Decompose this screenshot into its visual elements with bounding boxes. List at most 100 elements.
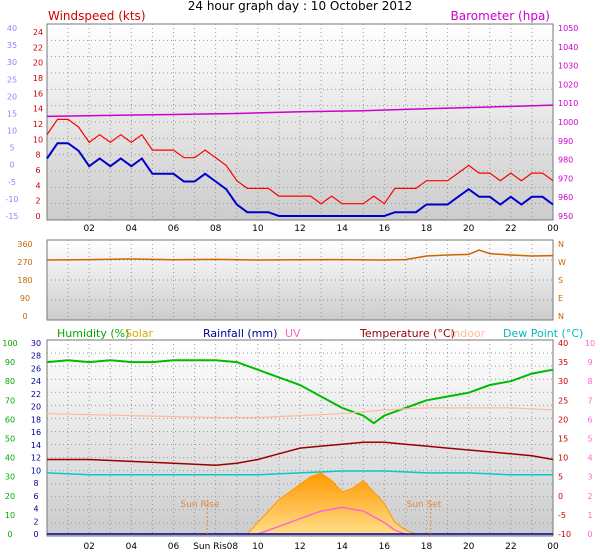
direction-compass-tick: E [558, 294, 563, 303]
temperature-tick: 10 [558, 454, 568, 463]
wind-left-inner-tick: 18 [33, 74, 43, 83]
x-tick-label: 16 [379, 224, 391, 234]
climate-series [46, 359, 554, 535]
rainfall-tick: 14 [31, 441, 41, 450]
rainfall-tick: 24 [31, 377, 41, 386]
wind-left-outer-tick: 0 [9, 161, 14, 170]
x-tick-label: 10 [252, 542, 264, 552]
direction-degree-tick: 90 [20, 294, 30, 303]
x-tick-label: 02 [83, 542, 94, 552]
wind-left-inner-tick: 20 [33, 59, 43, 68]
temperature-tick: 40 [558, 339, 568, 348]
solar-area [246, 472, 417, 535]
rainfall-tick: 28 [31, 352, 41, 361]
wind-left-outer-tick: 40 [7, 24, 17, 33]
uv-tick: 6 [587, 415, 592, 424]
x-tick-label: 12 [294, 542, 305, 552]
wind-left-inner-tick: 12 [33, 120, 43, 129]
barometer-label: Barometer (hpa) [451, 9, 550, 23]
x-tick-label: 20 [463, 542, 475, 552]
climate-grid [47, 340, 553, 536]
barometer-tick: 1000 [558, 118, 578, 127]
uv-tick: 7 [587, 396, 592, 405]
barometer-tick: 960 [558, 193, 573, 202]
temperature-ticks: 40 35 30 25 20 15 10 5 0 -5 -10 [558, 339, 571, 539]
dewpoint-line [46, 470, 553, 476]
x-tick-label: 00 [547, 224, 559, 234]
x-tick-label: 06 [168, 542, 180, 552]
uv-tick: 0 [587, 530, 592, 539]
barometer-tick: 1050 [558, 24, 578, 33]
x-tick-label: 10 [252, 224, 264, 234]
legend-indoor: Indoor [450, 327, 486, 340]
temperature-tick: 0 [558, 492, 563, 501]
direction-line [46, 249, 554, 261]
rainfall-tick: 2 [33, 517, 38, 526]
rainfall-tick: 16 [31, 428, 41, 437]
wind-left-inner-tick: 4 [35, 181, 40, 190]
rainfall-tick: 30 [31, 339, 41, 348]
direction-series [46, 249, 554, 261]
wind-left-outer-tick: 20 [7, 92, 17, 101]
barometer-line [46, 104, 554, 118]
x-tick-label: 04 [126, 224, 138, 234]
rainfall-tick: 4 [33, 505, 38, 514]
barometer-tick: 1040 [558, 43, 578, 52]
barometer-tick: 1020 [558, 80, 578, 89]
legend-solar: Solar [125, 327, 154, 340]
humidity-tick: 60 [5, 415, 15, 424]
x-tick-label: 16 [379, 542, 391, 552]
x-tick-label: 22 [505, 224, 516, 234]
wind-grid [47, 24, 553, 220]
temperature-line [47, 441, 554, 466]
wind-left-outer-tick: -15 [5, 212, 18, 221]
temperature-tick: -5 [558, 511, 566, 520]
wind-series [46, 104, 554, 217]
x-tick-label: 02 [83, 224, 94, 234]
direction-compass-tick: S [558, 276, 563, 285]
wind-left-outer-tick: -10 [5, 195, 18, 204]
legend-uv: UV [285, 327, 301, 340]
wind-left-outer-ticks: 40 35 30 25 20 15 10 5 0 -5 -10 -15 [5, 24, 18, 221]
temperature-tick: 20 [558, 415, 568, 424]
rainfall-tick: 20 [31, 403, 41, 412]
uv-line [257, 506, 406, 535]
humidity-tick: 50 [5, 435, 15, 444]
humidity-tick: 80 [5, 377, 15, 386]
barometer-tick: 950 [558, 212, 573, 221]
legend-humidity: Humidity (%) [57, 327, 129, 340]
legend-dewpoint: Dew Point (°C) [503, 327, 583, 340]
humidity-tick: 0 [7, 530, 12, 539]
wind-average-line [46, 142, 554, 217]
climate-x-ticks: 02 04 06 Sun Ris08 10 12 14 16 18 20 22 00 [83, 542, 559, 552]
legend-temperature: Temperature (°C) [359, 327, 455, 340]
x-tick-label: 22 [505, 542, 516, 552]
direction-compass-tick: N [558, 240, 564, 249]
wind-left-inner-tick: 8 [35, 151, 40, 160]
temperature-tick: 15 [558, 435, 568, 444]
wind-left-inner-tick: 14 [33, 105, 43, 114]
humidity-tick: 40 [5, 454, 15, 463]
x-tick-label: Sun Ris08 [193, 542, 238, 552]
windspeed-label: Windspeed (kts) [48, 9, 146, 23]
x-tick-label: 20 [463, 224, 475, 234]
wind-left-outer-tick: 30 [7, 58, 17, 67]
uv-tick: 8 [587, 377, 592, 386]
barometer-tick: 970 [558, 174, 573, 183]
wind-left-outer-tick: 5 [9, 144, 14, 153]
x-tick-label: 18 [421, 224, 433, 234]
windspeed-line [46, 118, 554, 205]
direction-degree-tick: 0 [22, 312, 27, 321]
wind-left-inner-tick: 6 [35, 166, 40, 175]
wind-left-inner-tick: 0 [35, 212, 40, 221]
humidity-tick: 30 [5, 473, 15, 482]
barometer-ticks: 1050 1040 1030 1020 1010 1000 990 980 970 960 950 [558, 24, 578, 221]
barometer-tick: 1030 [558, 62, 578, 71]
uv-tick: 2 [587, 492, 592, 501]
